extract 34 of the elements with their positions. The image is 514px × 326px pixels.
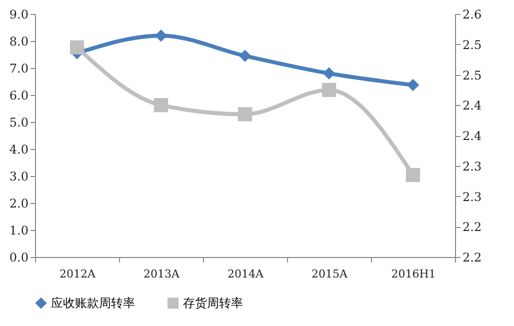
- y-tick-label: 7.0: [9, 62, 28, 76]
- y2-tick-label: 2.3: [462, 159, 482, 174]
- legend-label: 存货周转率: [183, 296, 243, 310]
- y-tick-label: 4.0: [9, 142, 28, 156]
- y2-tick-label: 2.5: [462, 38, 482, 52]
- point: [238, 107, 252, 122]
- x-tick-label: 2013A: [144, 268, 181, 280]
- y-tick-label: 0.0: [9, 250, 28, 264]
- y2-tick-label: 2.2: [462, 250, 482, 264]
- point: [238, 50, 252, 62]
- x-tick-label: 2014A: [228, 268, 265, 280]
- y2-tick-label: 2.6: [462, 8, 482, 22]
- y-tick-label: 3.0: [9, 170, 28, 184]
- y2-tick-label: 2.2: [462, 220, 482, 234]
- point: [70, 40, 84, 54]
- x-tick-label: 2015A: [312, 268, 349, 280]
- legend-label: 应收账款周转率: [51, 296, 135, 310]
- y-tick-label: 8.0: [9, 34, 28, 48]
- point: [322, 67, 336, 80]
- y2-tick-label: 2.4: [462, 129, 482, 143]
- y-tick-label: 6.0: [9, 88, 28, 102]
- point: [322, 82, 336, 98]
- y-tick-label: 5.0: [9, 116, 28, 130]
- point: [406, 78, 420, 92]
- x-tick-label: 2012A: [60, 268, 97, 280]
- y-tick-label: 9.0: [9, 8, 28, 22]
- point: [406, 168, 420, 182]
- y-tick-label: 2.0: [9, 196, 28, 210]
- y-tick-label: 1.0: [9, 224, 28, 238]
- y2-tick-label: 2.3: [462, 190, 482, 204]
- x-tick-label: 2016H1: [391, 268, 436, 280]
- y2-tick-label: 2.5: [462, 68, 482, 82]
- y2-tick-label: 2.4: [462, 98, 482, 113]
- point: [154, 98, 168, 112]
